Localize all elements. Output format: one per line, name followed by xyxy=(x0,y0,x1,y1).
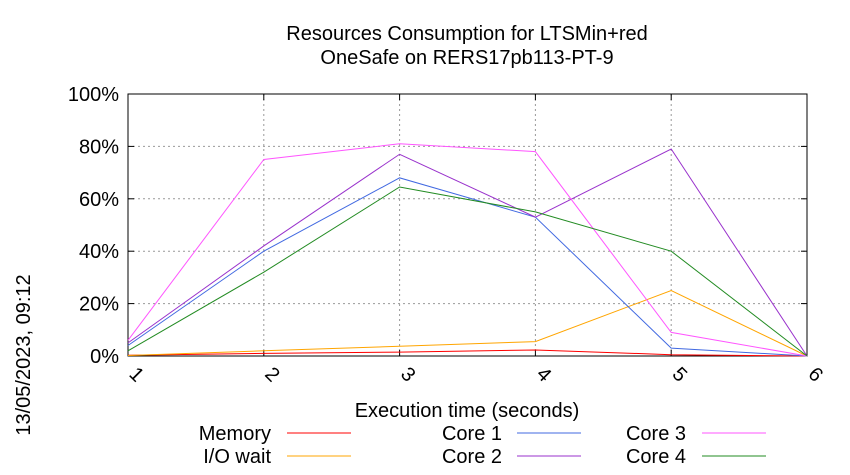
y-tick-label: 60% xyxy=(79,189,119,211)
legend-label: Core 4 xyxy=(626,446,686,468)
series-line-core-3 xyxy=(127,143,808,357)
plot-frame xyxy=(127,93,808,357)
legend-label: Core 1 xyxy=(442,423,502,445)
legend-label: Core 2 xyxy=(442,446,502,468)
y-tick-label: 0% xyxy=(90,346,119,368)
series-line-core-1 xyxy=(127,177,808,357)
y-tick-label: 40% xyxy=(79,241,119,263)
series-line-core-2 xyxy=(127,148,808,357)
series-line-core-4 xyxy=(127,186,808,357)
y-axis-ticks: 0% 20% 40% 60% 80% 100% xyxy=(68,84,807,368)
y-tick-label: 20% xyxy=(79,294,119,316)
chart-title: Resources Consumption for LTSMin+red xyxy=(286,23,647,45)
x-tick-label: 1 xyxy=(125,363,148,386)
grid xyxy=(128,94,807,356)
legend-label: Memory xyxy=(199,423,271,445)
x-tick-label: 4 xyxy=(532,363,555,386)
timestamp-label: 13/05/2023, 09:12 xyxy=(13,274,35,435)
series-line-i-o-wait xyxy=(127,289,808,357)
series-lines xyxy=(127,143,808,357)
legend-label: I/O wait xyxy=(203,446,271,468)
x-axis-label: Execution time (seconds) xyxy=(355,400,580,422)
y-tick-label: 100% xyxy=(68,84,119,106)
x-tick-label: 3 xyxy=(396,363,419,386)
x-axis-ticks: 1 2 3 4 5 6 xyxy=(125,94,827,386)
chart-subtitle: OneSafe on RERS17pb113-PT-9 xyxy=(320,47,613,69)
x-tick-label: 5 xyxy=(668,363,691,386)
x-tick-label: 6 xyxy=(804,363,827,386)
x-tick-label: 2 xyxy=(260,363,283,386)
series-line-memory xyxy=(127,349,808,357)
y-tick-label: 80% xyxy=(79,136,119,158)
legend-label: Core 3 xyxy=(626,423,686,445)
